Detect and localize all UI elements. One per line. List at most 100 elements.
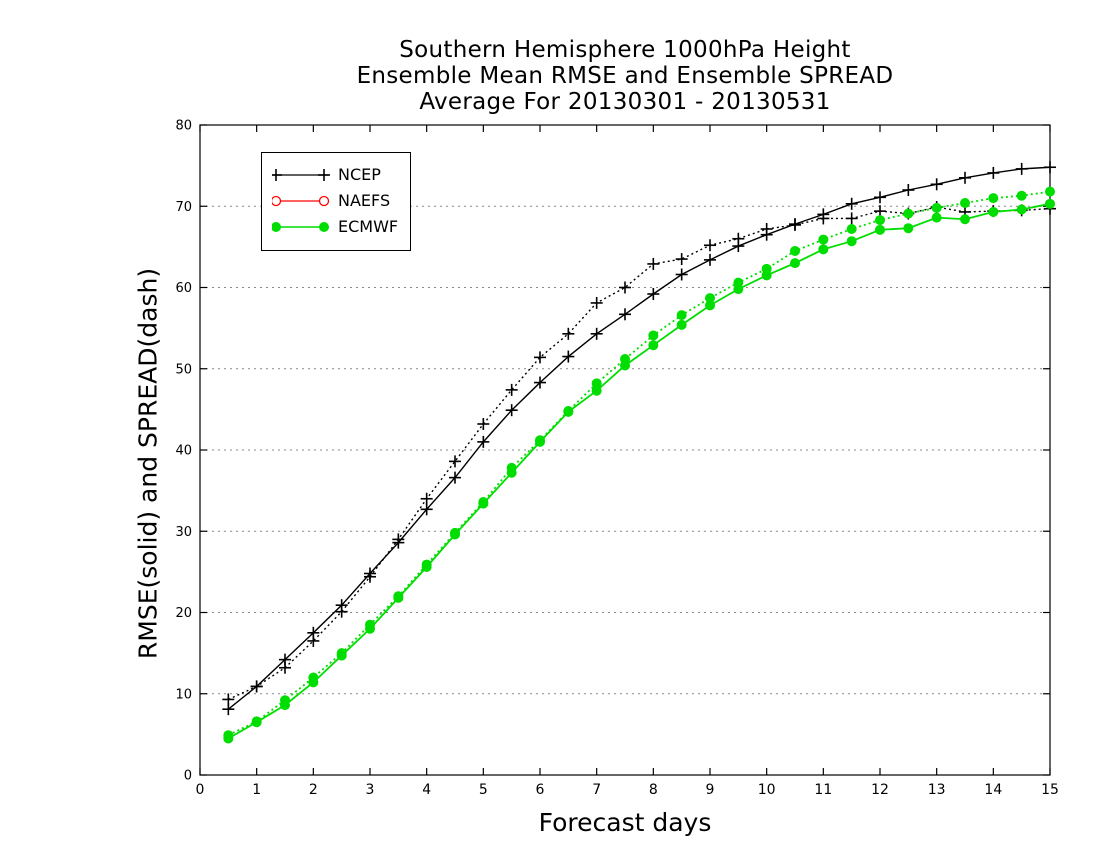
circle-marker: [251, 716, 262, 727]
circle-marker: [620, 354, 630, 364]
x-tick-label: 10: [758, 782, 776, 798]
series-line: [227, 190, 1051, 736]
plus-marker: [817, 212, 830, 225]
x-tick-label: 0: [196, 782, 205, 798]
plus-marker: [732, 232, 745, 245]
legend-item-naefs: NAEFS: [272, 190, 408, 212]
circle-marker: [1045, 186, 1055, 197]
x-axis-label: Forecast days: [538, 808, 712, 837]
legend-label-ncep: NCEP: [338, 165, 381, 184]
plus-marker: [647, 288, 660, 300]
circle-marker: [988, 206, 999, 217]
circle-marker: [960, 198, 970, 208]
plus-marker: [392, 533, 405, 546]
circle-marker: [506, 462, 517, 473]
circle-marker: [648, 330, 659, 341]
series-ecmwf-dash: [223, 186, 1055, 741]
plus-marker: [619, 308, 631, 321]
y-tick-label: 40: [175, 444, 192, 459]
circle-marker: [591, 385, 602, 396]
chart-title-line-1: Southern Hemisphere 1000hPa Height: [399, 37, 851, 63]
plus-marker: [534, 376, 546, 389]
plus-marker: [505, 383, 518, 396]
x-tick-label: 7: [592, 782, 601, 798]
plus-marker: [647, 257, 660, 270]
plus-marker: [902, 184, 915, 196]
plus-marker: [250, 680, 263, 693]
circle-marker: [903, 223, 914, 234]
x-tick-label: 8: [649, 782, 658, 798]
plus-marker: [222, 693, 235, 706]
plus-marker: [562, 327, 575, 340]
y-tick-label: 30: [175, 525, 192, 540]
circle-marker: [761, 263, 772, 274]
plus-marker: [845, 197, 858, 210]
circle-marker: [563, 406, 574, 416]
circle-marker: [988, 193, 999, 204]
plus-marker: [335, 605, 348, 618]
series-ncep-dash: [222, 201, 1056, 706]
y-tick-label: 70: [175, 200, 192, 215]
plus-marker: [675, 253, 688, 266]
plus-marker: [845, 212, 858, 225]
circle-marker: [308, 672, 319, 683]
x-tick-label: 14: [984, 782, 1002, 798]
plus-marker: [307, 634, 320, 647]
x-tick-label: 9: [706, 782, 715, 798]
plus-marker: [590, 296, 603, 309]
legend-item-ncep: NCEP: [272, 164, 408, 186]
y-tick-label: 60: [175, 281, 192, 296]
y-tick-label: 10: [175, 687, 192, 702]
chart-title-line-3: Average For 20130301 - 20130531: [419, 89, 831, 115]
circle-marker: [676, 310, 687, 321]
circle-marker: [535, 435, 545, 446]
circle-marker: [960, 214, 970, 225]
x-tick-label: 2: [309, 782, 318, 798]
circle-marker: [931, 212, 942, 223]
circle-marker: [591, 378, 602, 389]
x-tick-label: 13: [928, 782, 946, 798]
y-axis-label: RMSE(solid) and SPREAD(dash): [133, 267, 163, 660]
plus-marker: [477, 435, 490, 448]
series-line: [227, 166, 1051, 710]
plus-marker: [930, 178, 943, 191]
circle-marker: [1016, 204, 1027, 215]
circle-marker: [705, 293, 715, 304]
circle-marker: [790, 258, 800, 269]
filled-circle-marker-icon: [272, 222, 329, 232]
plus-marker: [704, 239, 716, 252]
plus-marker: [1044, 161, 1056, 174]
y-tick-label: 80: [175, 119, 192, 134]
series-layer: [222, 161, 1056, 744]
circle-marker: [705, 300, 715, 311]
circle-marker: [818, 234, 829, 245]
circle-marker: [648, 340, 659, 351]
circle-marker: [875, 215, 885, 226]
x-tick-label: 6: [536, 782, 545, 798]
plus-marker: [959, 171, 971, 184]
plus-marker: [477, 418, 490, 430]
circle-marker: [931, 202, 942, 213]
plus-marker: [760, 223, 773, 235]
chart-title-line-2: Ensemble Mean RMSE and Ensemble SPREAD: [356, 63, 894, 89]
legend: NCEP NAEFS ECMWF: [261, 152, 411, 251]
plus-marker: [449, 455, 461, 468]
plus-marker: [279, 661, 291, 674]
plus-marker: [619, 281, 631, 294]
x-tick-label: 4: [422, 782, 431, 798]
circle-marker: [1016, 190, 1027, 201]
circle-marker: [223, 730, 234, 741]
circle-marker: [676, 319, 687, 330]
plus-marker: [364, 570, 376, 583]
legend-item-ecmwf: ECMWF: [272, 216, 408, 238]
circle-marker: [903, 208, 914, 219]
plus-marker: [534, 351, 546, 364]
circle-marker: [1045, 198, 1055, 209]
legend-label-naefs: NAEFS: [338, 191, 391, 210]
circle-marker: [846, 236, 857, 247]
x-tick-label: 1: [252, 782, 261, 798]
plus-marker: [789, 218, 801, 231]
series-line: [227, 202, 1051, 740]
